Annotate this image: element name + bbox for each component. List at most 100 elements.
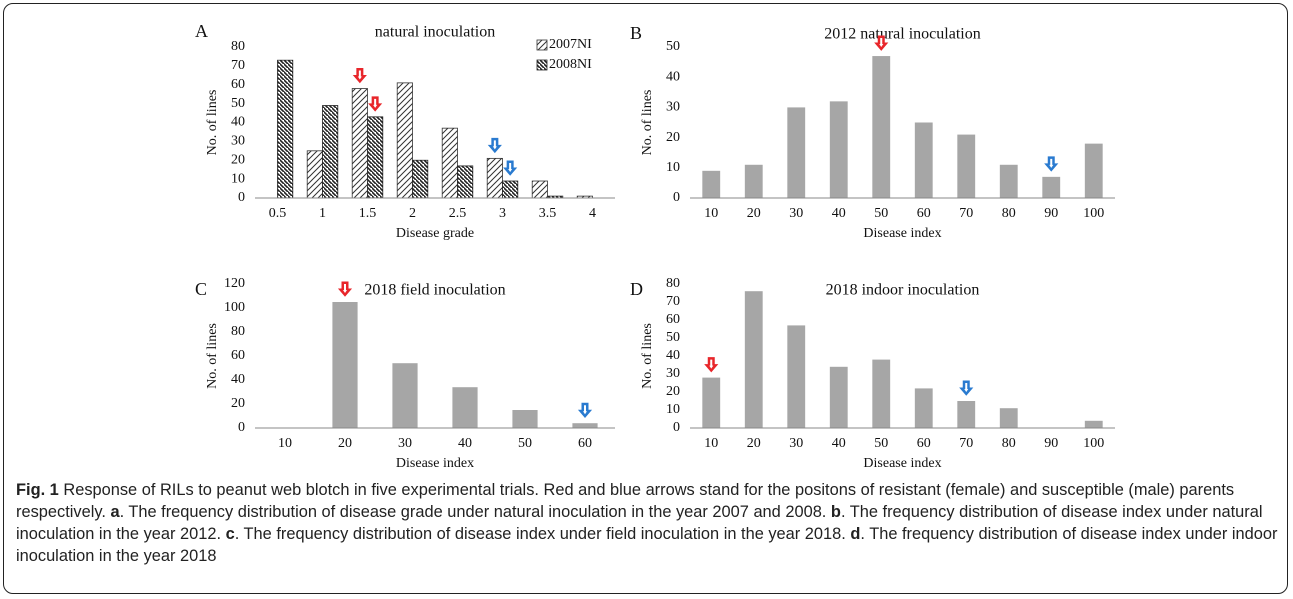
parent-arrow-inner — [373, 98, 378, 108]
bar — [396, 82, 413, 199]
x-tick-label: 3 — [499, 206, 506, 221]
bar — [829, 366, 848, 428]
y-tick-label: 10 — [231, 171, 245, 186]
y-tick-label: 30 — [231, 134, 245, 149]
chart-panel: B 2012 natural inoculation No. of lines Dis… — [630, 23, 1115, 241]
x-tick-label: 1 — [319, 206, 326, 221]
bar — [957, 401, 976, 428]
x-axis-label: Disease grade — [396, 226, 474, 241]
y-tick-label: 30 — [666, 366, 680, 381]
y-tick-label: 10 — [666, 160, 680, 175]
caption-label: b — [830, 503, 841, 521]
y-tick-label: 100 — [224, 300, 245, 315]
figure-caption: Fig. 1 Response of RILs to peanut web bl… — [16, 479, 1278, 567]
y-tick-label: 20 — [231, 396, 245, 411]
bar — [702, 377, 721, 428]
chart-title: 2018 indoor inoculation — [826, 282, 980, 299]
bar — [744, 164, 763, 198]
bar — [512, 410, 538, 428]
y-tick-label: 60 — [231, 348, 245, 363]
bar — [1084, 420, 1103, 428]
parent-arrow-inner — [508, 163, 513, 173]
y-tick-label: 80 — [231, 324, 245, 339]
x-tick-label: 80 — [1002, 206, 1016, 221]
x-tick-label: 40 — [832, 436, 846, 451]
x-axis-label: Disease index — [863, 456, 941, 471]
figure-frame — [3, 3, 1288, 594]
x-tick-label: 90 — [1044, 436, 1058, 451]
bar — [351, 88, 368, 199]
y-tick-label: 20 — [666, 384, 680, 399]
chart-panel: D 2018 indoor inoculation No. of lines Dise… — [630, 276, 1115, 471]
y-axis-label: No. of lines — [640, 90, 655, 156]
y-tick-label: 0 — [673, 190, 680, 205]
caption-text: . The frequency distribution of disease … — [16, 525, 1278, 565]
y-tick-label: 70 — [666, 294, 680, 309]
x-tick-label: 50 — [874, 436, 888, 451]
x-axis-label: Disease index — [396, 456, 474, 471]
caption-label: d — [850, 525, 861, 543]
y-tick-label: 20 — [231, 152, 245, 167]
y-axis-label: No. of lines — [205, 90, 220, 156]
bar — [306, 150, 323, 199]
caption-text: . The frequency distribution of disease … — [234, 525, 851, 543]
x-tick-label: 100 — [1083, 206, 1104, 221]
x-tick-label: 20 — [747, 436, 761, 451]
chart-panel: C 2018 field inoculation No. of lines Disea… — [195, 276, 615, 471]
bar — [872, 56, 891, 199]
y-tick-label: 10 — [666, 402, 680, 417]
x-tick-label: 20 — [338, 436, 352, 451]
bar — [332, 302, 358, 428]
bar — [744, 291, 763, 428]
chart-title: natural inoculation — [375, 24, 495, 41]
x-tick-label: 30 — [789, 436, 803, 451]
y-tick-label: 40 — [666, 69, 680, 84]
bar — [486, 157, 503, 199]
x-tick-label: 70 — [959, 206, 973, 221]
bar — [702, 170, 721, 198]
parent-arrow-inner — [1049, 158, 1054, 168]
panel-letter: B — [630, 23, 642, 43]
y-tick-label: 80 — [231, 39, 245, 54]
x-tick-label: 100 — [1083, 436, 1104, 451]
bar — [441, 127, 458, 199]
x-tick-label: 30 — [398, 436, 412, 451]
bar — [502, 180, 519, 199]
x-tick-label: 0.5 — [269, 206, 287, 221]
legend-swatch — [536, 39, 548, 51]
legend-swatch — [536, 59, 548, 71]
panel-letter: D — [630, 279, 643, 299]
caption-text: Response of RILs to peanut web blotch in… — [16, 481, 1235, 521]
bar — [999, 164, 1018, 198]
bar — [914, 388, 933, 428]
y-tick-label: 120 — [224, 276, 245, 291]
bar — [392, 363, 418, 428]
x-tick-label: 40 — [832, 206, 846, 221]
x-tick-label: 60 — [578, 436, 592, 451]
x-tick-label: 4 — [589, 206, 596, 221]
y-tick-label: 80 — [666, 276, 680, 291]
y-tick-label: 50 — [666, 330, 680, 345]
x-tick-label: 10 — [704, 206, 718, 221]
chart-title: 2012 natural inoculation — [824, 26, 980, 43]
caption-label: c — [225, 525, 235, 543]
x-tick-label: 2 — [409, 206, 416, 221]
caption-label: Fig. 1 — [16, 481, 59, 499]
caption-text: . The frequency distribution of disease … — [16, 503, 1263, 543]
y-tick-label: 60 — [231, 77, 245, 92]
x-tick-label: 2.5 — [449, 206, 467, 221]
bar — [322, 105, 339, 199]
bar — [914, 122, 933, 198]
parent-arrow-inner — [492, 140, 497, 150]
bar — [787, 107, 806, 198]
caption-label: a — [110, 503, 120, 521]
x-tick-label: 30 — [789, 206, 803, 221]
bar — [787, 325, 806, 428]
panel-letter: A — [195, 21, 208, 41]
y-tick-label: 70 — [231, 58, 245, 73]
panel-letter: C — [195, 279, 207, 299]
x-tick-label: 80 — [1002, 436, 1016, 451]
